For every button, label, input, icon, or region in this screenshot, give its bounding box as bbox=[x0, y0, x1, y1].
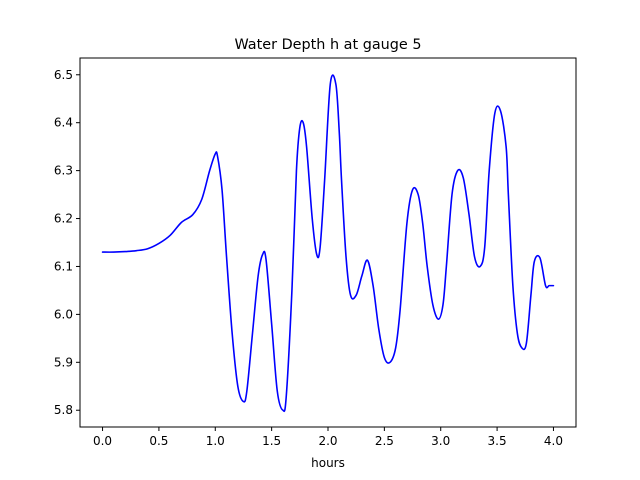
x-tick-label: 1.5 bbox=[262, 434, 281, 448]
y-tick-label: 6.0 bbox=[54, 307, 73, 321]
x-axis: 0.0 0.5 1.0 1.5 2.0 2.5 3.0 3.5 4.0 bbox=[93, 427, 563, 448]
chart-title: Water Depth h at gauge 5 bbox=[234, 37, 421, 53]
x-tick-label: 1.0 bbox=[206, 434, 225, 448]
series-line bbox=[101, 74, 555, 413]
y-tick-label: 6.5 bbox=[54, 68, 73, 82]
y-tick-label: 5.8 bbox=[54, 403, 73, 417]
y-tick-label: 5.9 bbox=[54, 355, 73, 369]
y-tick-label: 6.4 bbox=[54, 116, 73, 130]
y-tick-label: 6.2 bbox=[54, 212, 73, 226]
y-tick-label: 6.3 bbox=[54, 164, 73, 178]
x-tick-label: 3.0 bbox=[431, 434, 450, 448]
y-axis: 5.8 5.9 6.0 6.1 6.2 6.3 6.4 6.5 bbox=[54, 68, 80, 417]
x-tick-label: 3.5 bbox=[488, 434, 507, 448]
x-tick-label: 4.0 bbox=[544, 434, 563, 448]
x-tick-label: 2.5 bbox=[375, 434, 394, 448]
x-tick-label: 0.5 bbox=[149, 434, 168, 448]
x-axis-label: hours bbox=[311, 456, 345, 470]
y-tick-label: 6.1 bbox=[54, 259, 73, 273]
x-tick-label: 0.0 bbox=[93, 434, 112, 448]
x-tick-label: 2.0 bbox=[318, 434, 337, 448]
